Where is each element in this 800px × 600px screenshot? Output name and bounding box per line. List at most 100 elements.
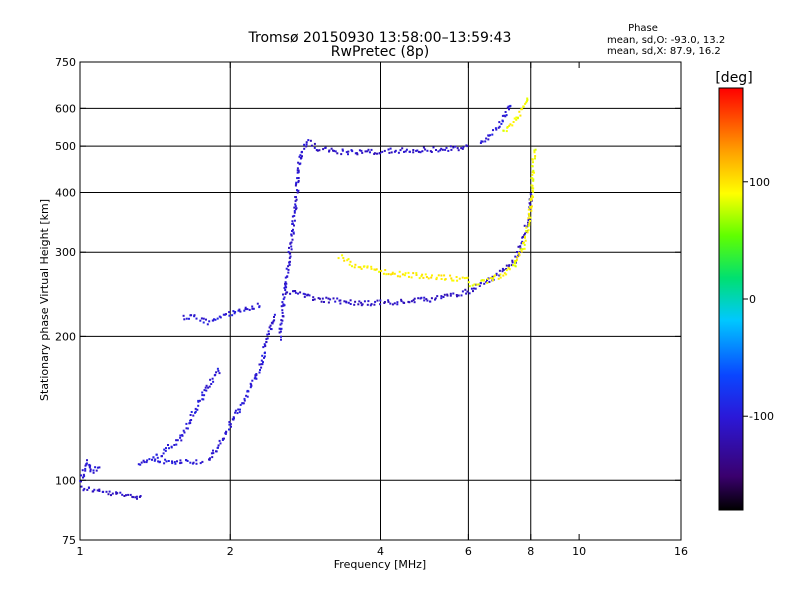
- y-tick-label: 400: [55, 186, 76, 199]
- echo-point: [212, 319, 215, 322]
- echo-point: [443, 274, 446, 277]
- echo-point: [426, 149, 429, 152]
- echo-point: [84, 464, 87, 467]
- echo-point: [526, 231, 529, 234]
- echo-point: [527, 221, 529, 224]
- colorbar-tick-label: 100: [749, 176, 770, 189]
- echo-point: [347, 301, 350, 304]
- echo-point: [509, 123, 512, 126]
- echo-point: [136, 497, 138, 500]
- echo-point: [468, 292, 471, 295]
- echo-point: [201, 394, 204, 397]
- echo-point: [429, 300, 432, 303]
- echo-point: [303, 295, 306, 298]
- echo-point: [518, 254, 521, 257]
- echo-point: [89, 470, 92, 473]
- echo-point: [529, 193, 532, 196]
- echo-point: [161, 455, 163, 458]
- echo-point: [399, 275, 402, 278]
- echo-point: [282, 315, 285, 318]
- echo-point: [165, 460, 168, 463]
- echo-point: [334, 300, 337, 303]
- echo-point: [105, 490, 108, 493]
- echo-point: [270, 328, 273, 331]
- echo-point: [296, 177, 299, 180]
- echo-point: [168, 447, 170, 450]
- echo-point: [212, 452, 215, 455]
- echo-point: [440, 274, 443, 277]
- echo-point: [283, 287, 286, 289]
- echo-point: [291, 215, 294, 218]
- echo-point: [318, 149, 321, 152]
- echo-point: [85, 462, 88, 465]
- echo-point: [171, 462, 174, 465]
- echo-point: [108, 490, 111, 493]
- echo-point: [245, 394, 248, 397]
- echo-point: [183, 431, 186, 434]
- echo-point: [280, 322, 283, 325]
- echo-point: [384, 269, 387, 271]
- x-tick-label: 4: [377, 545, 384, 558]
- echo-point: [263, 355, 266, 358]
- echo-point: [412, 299, 415, 302]
- echo-point: [373, 268, 376, 271]
- echo-point: [505, 273, 508, 276]
- echo-point: [288, 246, 290, 249]
- echo-point: [206, 323, 209, 326]
- echo-point: [174, 462, 177, 465]
- echo-point: [80, 480, 82, 483]
- echo-point: [452, 146, 455, 149]
- echo-point: [293, 290, 295, 293]
- echo-point: [278, 327, 281, 330]
- echo-point: [499, 276, 502, 279]
- echo-point: [205, 389, 208, 392]
- y-axis-ticks: 75 100 200 300 400 500 600 750: [55, 56, 681, 547]
- echo-point: [154, 458, 157, 461]
- echo-point: [425, 276, 428, 278]
- echo-point: [434, 298, 436, 301]
- echo-point: [159, 460, 161, 463]
- echo-point: [297, 189, 300, 192]
- echo-point: [110, 494, 112, 497]
- echo-point: [375, 268, 378, 271]
- echo-point: [215, 450, 217, 453]
- echo-point: [380, 269, 383, 272]
- echo-point: [533, 151, 536, 154]
- echo-point: [360, 301, 363, 304]
- echo-point: [280, 305, 283, 308]
- echo-point: [530, 177, 533, 180]
- echo-point: [440, 295, 443, 298]
- echo-point: [167, 444, 169, 446]
- echo-point: [507, 105, 510, 108]
- echo-point: [449, 274, 452, 277]
- echo-point: [519, 245, 522, 248]
- echo-point: [332, 297, 335, 300]
- echo-point: [224, 313, 227, 316]
- echo-point: [290, 241, 293, 244]
- echo-point: [520, 108, 523, 111]
- echo-point: [312, 296, 315, 299]
- echo-point: [237, 408, 240, 411]
- echo-point: [468, 285, 471, 288]
- echo-point: [533, 149, 536, 152]
- echo-point: [403, 274, 406, 277]
- echo-point: [401, 147, 404, 150]
- echo-point: [267, 330, 270, 333]
- echo-point: [260, 359, 263, 362]
- echo-point: [146, 459, 149, 462]
- echo-point: [202, 398, 205, 401]
- echo-point: [485, 281, 488, 284]
- echo-point: [155, 453, 158, 456]
- echo-point: [280, 335, 282, 338]
- echo-point: [327, 297, 330, 300]
- echo-point: [341, 148, 344, 151]
- echo-point: [258, 371, 261, 374]
- echo-point: [107, 493, 110, 496]
- echo-point: [504, 111, 507, 113]
- echo-point: [152, 456, 155, 459]
- echo-point: [404, 272, 407, 275]
- echo-point: [527, 224, 530, 227]
- echo-point: [302, 292, 305, 295]
- echo-point: [162, 452, 165, 455]
- echo-point: [367, 148, 370, 151]
